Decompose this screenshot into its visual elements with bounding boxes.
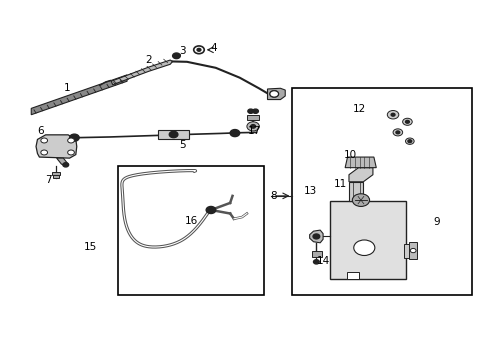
Text: 14: 14 [316, 256, 329, 266]
Bar [52, 172, 60, 175]
Text: 2: 2 [145, 55, 152, 65]
Text: 5: 5 [179, 140, 185, 150]
Circle shape [269, 91, 278, 97]
Bar [408, 242, 417, 259]
Polygon shape [247, 115, 258, 120]
Circle shape [250, 125, 255, 128]
Circle shape [390, 113, 394, 116]
Circle shape [67, 138, 74, 143]
Circle shape [69, 134, 79, 141]
Bar [348, 182, 363, 201]
Circle shape [197, 48, 201, 51]
Bar [292, 88, 471, 294]
Circle shape [230, 130, 239, 136]
Circle shape [405, 120, 408, 123]
Circle shape [409, 248, 415, 253]
Text: 7: 7 [44, 175, 51, 185]
Text: 3: 3 [179, 46, 185, 56]
Circle shape [252, 109, 258, 113]
Circle shape [269, 91, 278, 97]
Bar [311, 251, 322, 257]
Polygon shape [267, 88, 285, 100]
Text: 12: 12 [352, 104, 366, 114]
Circle shape [405, 138, 413, 144]
Bar [329, 201, 406, 279]
Text: 1: 1 [64, 83, 70, 93]
Text: 10: 10 [343, 150, 356, 160]
Bar [403, 243, 413, 258]
Text: 8: 8 [269, 191, 276, 201]
Circle shape [313, 260, 319, 264]
Circle shape [402, 118, 411, 125]
Circle shape [206, 207, 215, 213]
Circle shape [247, 109, 253, 113]
Polygon shape [57, 158, 68, 166]
Circle shape [172, 53, 180, 59]
Circle shape [312, 234, 319, 239]
Bar [346, 273, 358, 279]
Text: 17: 17 [247, 126, 260, 136]
Circle shape [351, 194, 369, 207]
Text: 9: 9 [432, 217, 439, 227]
Circle shape [246, 122, 259, 131]
Bar [158, 130, 189, 139]
Text: 4: 4 [210, 43, 216, 53]
Polygon shape [31, 75, 127, 115]
Circle shape [395, 131, 399, 134]
Polygon shape [345, 157, 376, 168]
Text: 6: 6 [38, 126, 44, 136]
Circle shape [169, 131, 178, 138]
Circle shape [386, 111, 398, 119]
Circle shape [392, 129, 402, 136]
Bar [53, 175, 59, 178]
Bar [117, 166, 263, 294]
Circle shape [41, 150, 47, 155]
Circle shape [193, 46, 204, 54]
Polygon shape [309, 230, 323, 243]
Text: 13: 13 [304, 186, 317, 196]
Circle shape [407, 140, 411, 143]
Polygon shape [36, 135, 77, 158]
Text: 15: 15 [83, 242, 97, 252]
Circle shape [353, 240, 374, 256]
Circle shape [67, 150, 74, 155]
Circle shape [41, 138, 47, 143]
Polygon shape [348, 168, 372, 182]
Text: 11: 11 [333, 179, 346, 189]
Text: 16: 16 [185, 216, 198, 226]
Circle shape [63, 163, 68, 167]
Polygon shape [111, 60, 172, 85]
